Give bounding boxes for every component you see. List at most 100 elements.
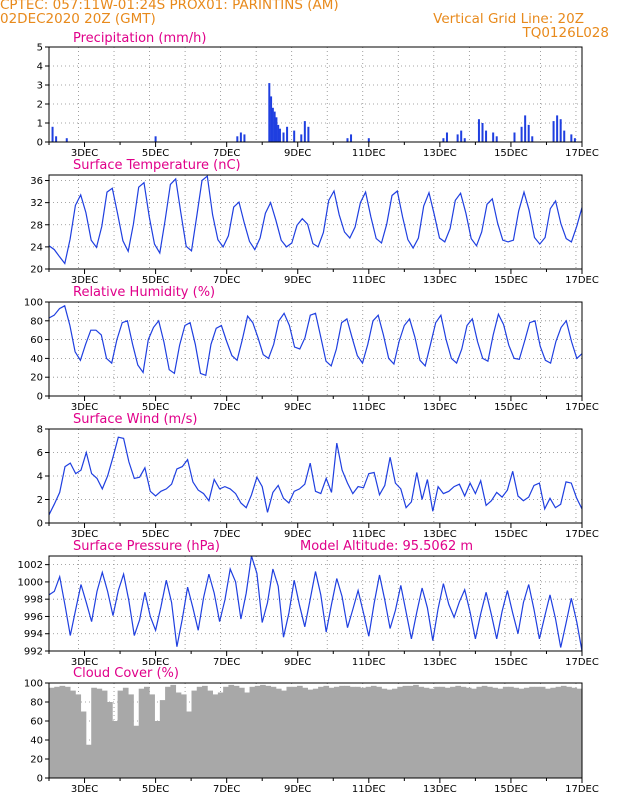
cloud-bar [265, 685, 272, 778]
x-tick-label: 5DEC [142, 402, 169, 413]
y-tick-label: 992 [24, 647, 43, 658]
y-tick-label: 28 [30, 220, 43, 231]
cloud-bar [333, 686, 340, 778]
plot-frame [48, 428, 583, 524]
precip-bar [573, 138, 576, 142]
x-tick-label: 7DEC [213, 657, 240, 668]
x-tick-label: 5DEC [142, 148, 169, 159]
cloud-bar [191, 690, 198, 778]
precip-bar [293, 130, 296, 142]
x-tick-label: 17DEC [565, 148, 599, 159]
cloud-bar [392, 688, 398, 778]
precip-bar [456, 134, 459, 142]
pressure-line [48, 555, 583, 652]
cloud-bar [539, 686, 546, 778]
precip-bar [346, 138, 349, 142]
cloud-bar [386, 689, 393, 778]
precip-bar [520, 126, 523, 142]
cloud-bar [518, 688, 525, 778]
y-tick-label: 3 [37, 81, 43, 92]
cloud-bar [339, 685, 345, 778]
precip-bar [442, 138, 445, 142]
precip-bar [350, 134, 353, 142]
precip-bar [271, 107, 274, 142]
cloud-bar [275, 688, 282, 778]
cloud-bar [476, 686, 483, 778]
cloud-bar [571, 687, 578, 778]
x-tick-label: 9DEC [284, 402, 311, 413]
cloud-bar [455, 685, 462, 778]
cloud-bar [165, 686, 171, 778]
x-tick-label: 7DEC [213, 148, 240, 159]
rh-line [48, 304, 583, 377]
cloud-bar [291, 686, 298, 778]
precip-bar [531, 136, 534, 142]
plot-frame [48, 46, 583, 143]
cloud-bar [323, 685, 330, 778]
cloud-bar [138, 688, 145, 778]
cloud-bar [312, 688, 319, 778]
cloud-bar [159, 700, 166, 778]
cloud-bar [376, 686, 382, 778]
plot-frame [48, 301, 583, 397]
cloud-bar [381, 688, 388, 778]
panel-temp: 20 24 28 32 36 3DEC 5DEC 7DEC 9DEC 11DEC 13DEC 15DE… [30, 158, 599, 286]
y-tick-label: 2 [37, 100, 43, 111]
cloud-bar [238, 687, 245, 778]
cloud-bar [349, 686, 356, 778]
y-tick-label: 0 [37, 774, 43, 785]
precip-bar [460, 130, 463, 142]
panel-title: Surface Temperature (nC) [73, 158, 241, 173]
cloud-bar [154, 721, 161, 778]
precip-bar [278, 128, 281, 142]
cloud-bar [149, 694, 155, 778]
x-tick-label: 15DEC [494, 784, 528, 795]
x-tick-label: 11DEC [352, 529, 386, 540]
cloud-bar [460, 686, 467, 778]
cloud-bar [471, 688, 477, 778]
cloud-bar [576, 688, 583, 778]
precip-bar [243, 134, 246, 142]
precip-bar [55, 136, 58, 142]
panel-wind: 0 2 4 6 8 3DEC 5DEC 7DEC 9DEC 11DEC 13DEC 15DEC 17DE… [37, 412, 599, 540]
cloud-bar [281, 690, 287, 778]
cloud-bar [439, 686, 446, 778]
cloud-bar [122, 687, 129, 778]
cloud-bar [80, 711, 87, 778]
y-tick-label: 32 [30, 198, 43, 209]
cloud-bar [54, 686, 60, 778]
x-tick-label: 13DEC [423, 148, 457, 159]
cloud-bar [170, 684, 177, 778]
cloud-bar [270, 686, 277, 778]
cloud-bar [85, 744, 92, 778]
y-tick-label: 994 [24, 629, 43, 640]
cloud-bar [59, 685, 66, 778]
cloud-bar [550, 687, 557, 778]
cloud-bar [360, 687, 367, 778]
x-tick-label: 7DEC [213, 402, 240, 413]
cloud-bar [143, 686, 150, 778]
precip-bar [559, 119, 562, 142]
cloud-bar [492, 687, 498, 778]
cloud-bar [233, 685, 240, 778]
y-tick-label: 1000 [18, 577, 43, 588]
precip-bar [492, 132, 495, 142]
precip-bar [527, 124, 530, 142]
y-tick-label: 998 [24, 595, 43, 606]
y-tick-label: 40 [30, 354, 43, 365]
y-tick-label: 6 [37, 448, 43, 459]
x-tick-label: 17DEC [565, 784, 599, 795]
cloud-bar [286, 686, 293, 778]
cloud-bar [407, 685, 414, 778]
y-tick-label: 80 [30, 698, 43, 709]
cloud-bar [355, 686, 361, 778]
cloud-bar [450, 686, 456, 778]
y-tick-label: 2 [37, 495, 43, 506]
precip-bar [513, 132, 516, 142]
y-tick-label: 40 [30, 736, 43, 747]
cloud-bar [502, 686, 509, 778]
x-tick-label: 17DEC [565, 657, 599, 668]
cloud-bar [328, 687, 335, 778]
precip-bar [270, 96, 273, 142]
header: CPTEC: 057:11W-01:24S PROX01: PARINTINS … [0, 0, 618, 48]
